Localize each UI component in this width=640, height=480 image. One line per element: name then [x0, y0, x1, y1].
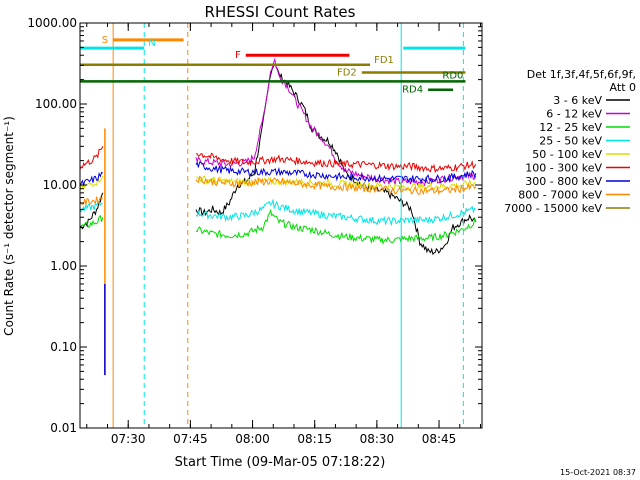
legend-header-1: Att 0: [610, 81, 636, 94]
series-line-6-seg-0: [79, 171, 104, 187]
series-line-1-seg-0: [195, 57, 477, 187]
y-tick-label-5: 0.01: [50, 421, 77, 435]
legend-label-5: 100 - 300 keV: [525, 162, 602, 175]
legend-label-8: 7000 - 15000 keV: [504, 202, 602, 215]
interval-label-0: S: [102, 35, 108, 46]
interval-label-1: N: [148, 38, 155, 49]
y-tick-label-2: 10.00: [43, 178, 77, 192]
legend-header-0: Det 1f,3f,4f,5f,6f,9f,: [527, 68, 636, 81]
series-line-2-seg-0: [79, 214, 104, 229]
series-line-4-seg-1: [195, 175, 477, 193]
axes: 1000.00 100.00 10.00 1.00 0.10 0.01 07:30 07:45…: [27, 16, 482, 446]
interval-label-6: RD0: [442, 70, 463, 81]
interval-label-5: FD2: [337, 67, 357, 78]
footer-timestamp: 15-Oct-2021 08:37: [560, 468, 636, 477]
series-line-2-seg-1: [195, 208, 477, 245]
x-tick-label-0: 07:30: [111, 432, 146, 446]
series-line-7-seg-1: [195, 175, 477, 196]
legend-label-6: 300 - 800 keV: [525, 175, 602, 188]
legend-label-2: 12 - 25 keV: [539, 121, 602, 134]
x-tick-label-2: 08:00: [235, 432, 270, 446]
x-tick-label-5: 08:45: [422, 432, 457, 446]
y-axis-label: Count Rate (s⁻¹ detector segment⁻¹): [2, 116, 16, 336]
x-axis-label: Start Time (09-Mar-05 07:18:22): [175, 455, 386, 470]
series-line-3-seg-1: [195, 198, 477, 227]
interval-label-4: FD1: [374, 55, 394, 66]
series-line-0-seg-1: [195, 63, 477, 256]
y-tick-label-1: 100.00: [35, 97, 77, 111]
x-tick-label-4: 08:30: [360, 432, 395, 446]
plot-frame: [79, 22, 483, 429]
legend-label-4: 50 - 100 keV: [532, 148, 602, 161]
interval-label-3: F: [235, 50, 241, 61]
chart-title: RHESSI Count Rates: [205, 3, 356, 21]
legend-label-7: 800 - 7000 keV: [518, 189, 602, 202]
series-line-6-seg-1: [195, 161, 477, 184]
legend-label-0: 3 - 6 keV: [553, 94, 602, 107]
legend-label-3: 25 - 50 keV: [539, 135, 602, 148]
y-tick-label-3: 1.00: [50, 259, 77, 273]
legend-label-1: 6 - 12 keV: [546, 108, 602, 121]
series-line-5-seg-1: [196, 152, 477, 174]
series-line-5-seg-0: [79, 146, 104, 170]
interval-label-7: RD4: [402, 85, 423, 96]
y-tick-label-4: 0.10: [50, 340, 77, 354]
x-tick-label-3: 08:15: [297, 432, 332, 446]
x-tick-label-1: 07:45: [173, 432, 208, 446]
plot-area: S N F FD1 FD2 RD0 RD4: [79, 23, 477, 428]
y-tick-label-0: 1000.00: [27, 16, 77, 30]
